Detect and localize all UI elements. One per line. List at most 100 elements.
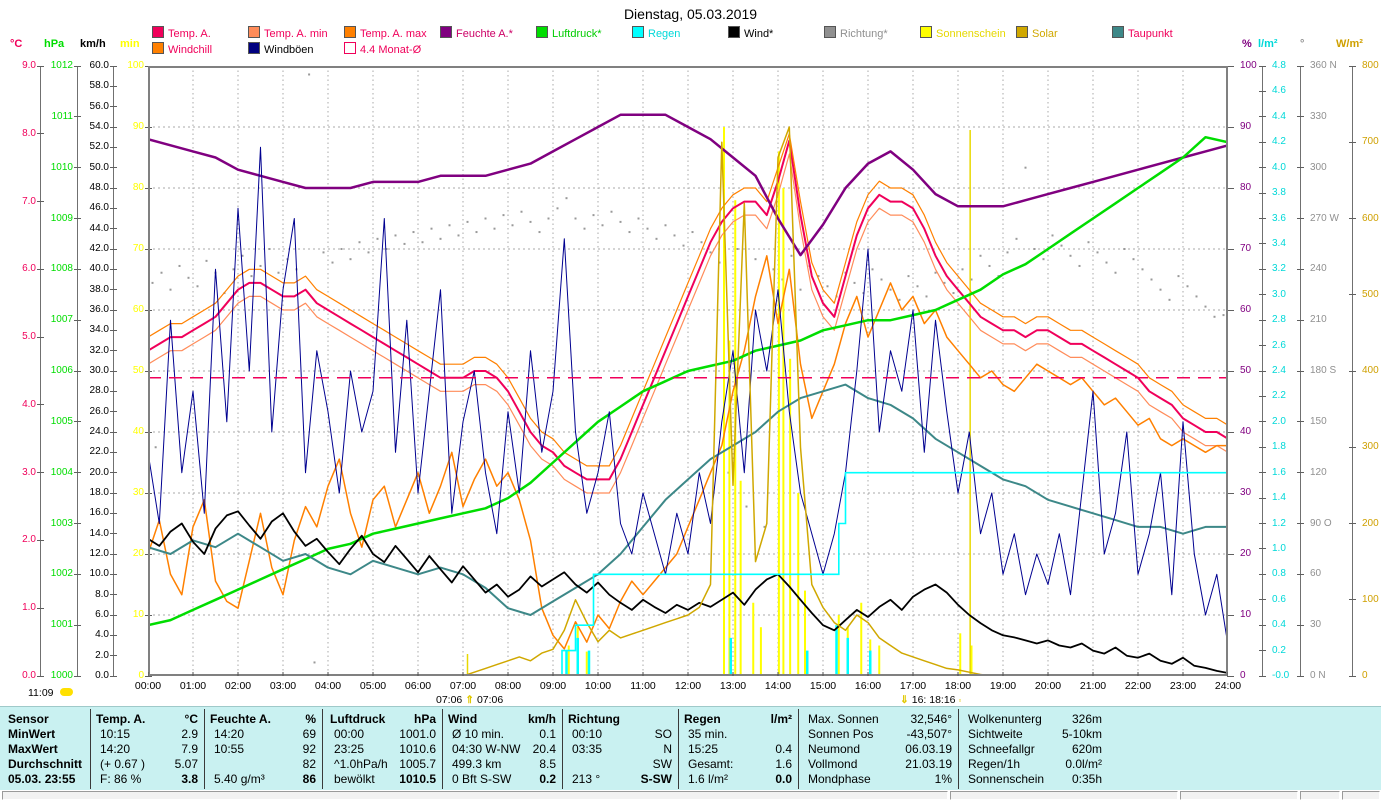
axis-tick-label-deg: 30 (1310, 619, 1322, 631)
table-divider (958, 709, 959, 789)
axis-tick-label-kmh: 58.0 (89, 80, 109, 92)
axis-tick-label-hpa: 1012 (50, 60, 73, 71)
status-segment (1180, 791, 1298, 800)
axis-tick-label-lm2: 4.8 (1272, 60, 1286, 71)
axis-tick (1297, 65, 1304, 67)
sun-icon (60, 688, 74, 696)
axis-tick-label-lm2: 3.6 (1272, 212, 1286, 224)
x-tick-label: 18:00 (944, 680, 972, 692)
legend-swatch (152, 42, 164, 54)
sunrise-time-right: 07:06 (476, 694, 504, 706)
axis-tick-label-wm2: 700 (1362, 136, 1379, 148)
richtung-dot (565, 197, 568, 200)
axis-tick (110, 472, 117, 474)
axis-tick-label-hpa: 1009 (50, 212, 73, 224)
legend-item-temp-a-max: Temp. A. max (344, 26, 427, 40)
table-cell-value: 620m (1071, 742, 1102, 756)
axis-tick (1297, 268, 1304, 270)
axis-tick-label-deg: 240 (1310, 263, 1327, 275)
axis-tick (1259, 116, 1266, 118)
richtung-dot (538, 231, 541, 234)
legend-item-windchill: Windchill (152, 42, 213, 56)
axis-tick-label-kmh: 28.0 (89, 385, 109, 397)
axis-tick-label-pct: 30 (1240, 487, 1252, 498)
richtung-dot (196, 285, 199, 288)
table-row-label: MaxWert (8, 742, 58, 756)
axis-tick-label-kmh: 48.0 (89, 182, 109, 193)
axis-tick-label-kmh: 12.0 (89, 548, 109, 559)
table-cell-value: 5-10km (1061, 727, 1102, 741)
table-cell-value: 86 (302, 772, 316, 786)
axis-tick-label-kmh: 4.0 (95, 629, 109, 641)
legend-label: 4.4 Monat-Ø (360, 44, 422, 56)
axis-tick (1259, 395, 1266, 397)
axis-tick (1227, 248, 1234, 250)
table-cell-label: Sonnenschein (968, 772, 1045, 786)
axis-tick-label-deg: 180 S (1310, 365, 1337, 376)
richtung-dot (700, 241, 703, 244)
axis-tick-label-hpa: 1006 (50, 365, 73, 376)
table-divider (442, 709, 443, 789)
axis-tick (37, 65, 44, 67)
richtung-dot (349, 258, 352, 261)
axis-tick-label-c: 1.0 (22, 602, 36, 614)
axis-tick-label-kmh: 46.0 (89, 202, 109, 214)
table-col-unit: l/m² (770, 712, 792, 726)
richtung-dot (907, 275, 910, 278)
table-divider (562, 709, 563, 789)
table-cell-value: 1005.7 (399, 757, 436, 771)
richtung-dot (259, 264, 262, 267)
richtung-dot (403, 242, 406, 245)
x-tick-label: 02:00 (224, 680, 252, 692)
table-cell-value: 0.2 (539, 772, 556, 786)
table-cell-value: 1.6 (775, 757, 792, 771)
table-cell-label: 35 min. (688, 727, 728, 741)
sunrise-annotation: 07:06 ⇑ 07:06 (436, 694, 503, 706)
axis-tick (1297, 218, 1304, 219)
axis-tick (1259, 192, 1266, 194)
table-cell-label: Wolkenunterg (968, 712, 1042, 726)
richtung-dot (154, 446, 157, 449)
axis-tick (1227, 187, 1234, 189)
x-tick-label: 13:00 (719, 680, 747, 692)
richtung-dot (556, 207, 559, 210)
axis-tick (1297, 167, 1304, 169)
table-cell-label: Sonnen Pos (808, 727, 874, 741)
legend-label: Taupunkt (1128, 28, 1173, 40)
axis-tick-label-c: 4.0 (22, 398, 36, 410)
table-cell-value: 7.9 (181, 742, 198, 756)
table-col-title: Wind (448, 712, 478, 726)
x-tick-label: 23:00 (1169, 680, 1197, 692)
axis-tick-label-lm2: 2.6 (1272, 339, 1286, 351)
table-cell-label: 04:30 W-NW (452, 742, 521, 756)
axis-tick-label-lm2: 1.2 (1272, 517, 1286, 529)
richtung-dot (394, 234, 397, 237)
status-segment (1342, 791, 1380, 800)
legend-item-temp-a-min: Temp. A. min (248, 26, 328, 40)
axis-tick-label-lm2: 4.4 (1272, 110, 1286, 122)
axis-tick-label-wm2: 300 (1362, 441, 1379, 453)
richtung-dot (583, 227, 586, 230)
axis-tick (1297, 472, 1304, 474)
richtung-dot (1006, 251, 1009, 254)
legend-label: Windchill (168, 44, 213, 56)
table-cell-value: 92 (302, 742, 316, 756)
axis-header-min: min (120, 38, 140, 50)
axis-tick (110, 390, 117, 392)
axis-tick (1259, 319, 1266, 321)
legend-label: Solar (1032, 28, 1058, 40)
axis-header-kmh: km/h (80, 38, 106, 50)
axis-tick (1259, 167, 1266, 169)
axis-tick-label-kmh: 30.0 (89, 365, 109, 376)
x-tick-label: 16:00 (854, 680, 882, 692)
axis-header-deg: ° (1300, 38, 1305, 50)
axis-tick-label-kmh: 60.0 (89, 60, 109, 71)
axis-tick (1227, 309, 1234, 311)
richtung-dot (1159, 288, 1162, 291)
richtung-dot (691, 231, 694, 234)
axis-tick-label-lm2: 3.0 (1272, 288, 1286, 300)
richtung-dot (1105, 261, 1108, 264)
legend-swatch (440, 26, 452, 38)
table-cell-value: 0.0l/m² (1065, 757, 1102, 771)
